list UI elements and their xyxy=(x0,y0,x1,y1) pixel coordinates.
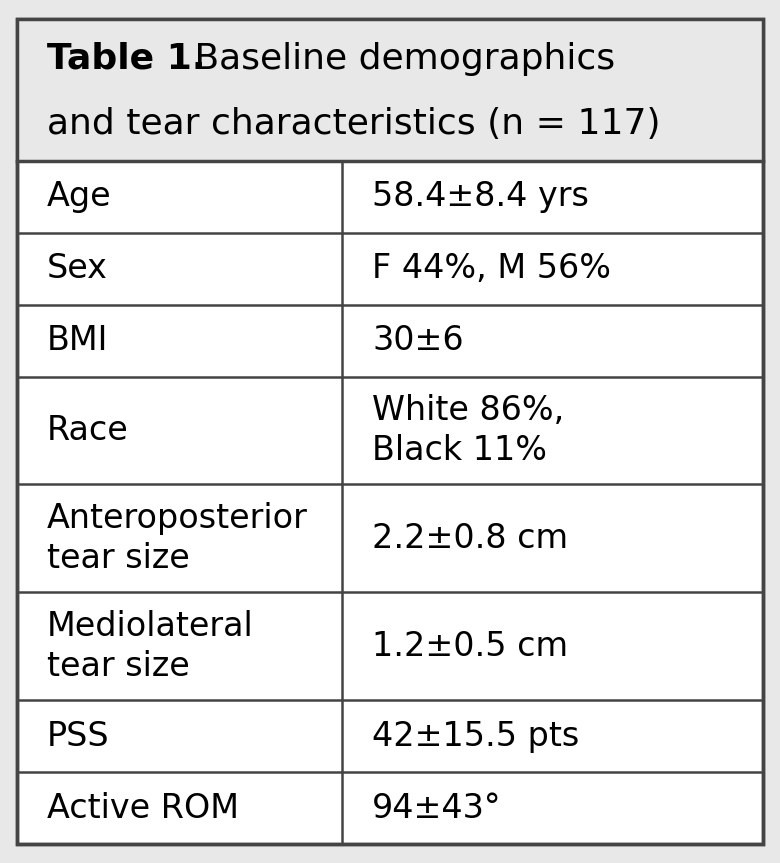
Text: White 86%,
Black 11%: White 86%, Black 11% xyxy=(372,394,564,467)
Text: F 44%, M 56%: F 44%, M 56% xyxy=(372,252,611,286)
Text: Age: Age xyxy=(47,180,112,213)
Text: BMI: BMI xyxy=(47,324,108,357)
Text: 94±43°: 94±43° xyxy=(372,791,502,824)
Text: Race: Race xyxy=(47,414,129,447)
Text: Baseline demographics: Baseline demographics xyxy=(183,41,615,76)
Text: 30±6: 30±6 xyxy=(372,324,463,357)
Text: Active ROM: Active ROM xyxy=(47,791,239,824)
Text: 42±15.5 pts: 42±15.5 pts xyxy=(372,720,580,753)
Text: 2.2±0.8 cm: 2.2±0.8 cm xyxy=(372,522,568,555)
Text: Anteroposterior
tear size: Anteroposterior tear size xyxy=(47,502,307,575)
Text: Sex: Sex xyxy=(47,252,108,286)
Text: 58.4±8.4 yrs: 58.4±8.4 yrs xyxy=(372,180,589,213)
Text: Mediolateral
tear size: Mediolateral tear size xyxy=(47,610,254,683)
Text: 1.2±0.5 cm: 1.2±0.5 cm xyxy=(372,630,568,663)
Text: Table 1.: Table 1. xyxy=(47,41,205,76)
Text: and tear characteristics (n = 117): and tear characteristics (n = 117) xyxy=(47,107,661,141)
Bar xyxy=(17,19,763,161)
Text: PSS: PSS xyxy=(47,720,109,753)
